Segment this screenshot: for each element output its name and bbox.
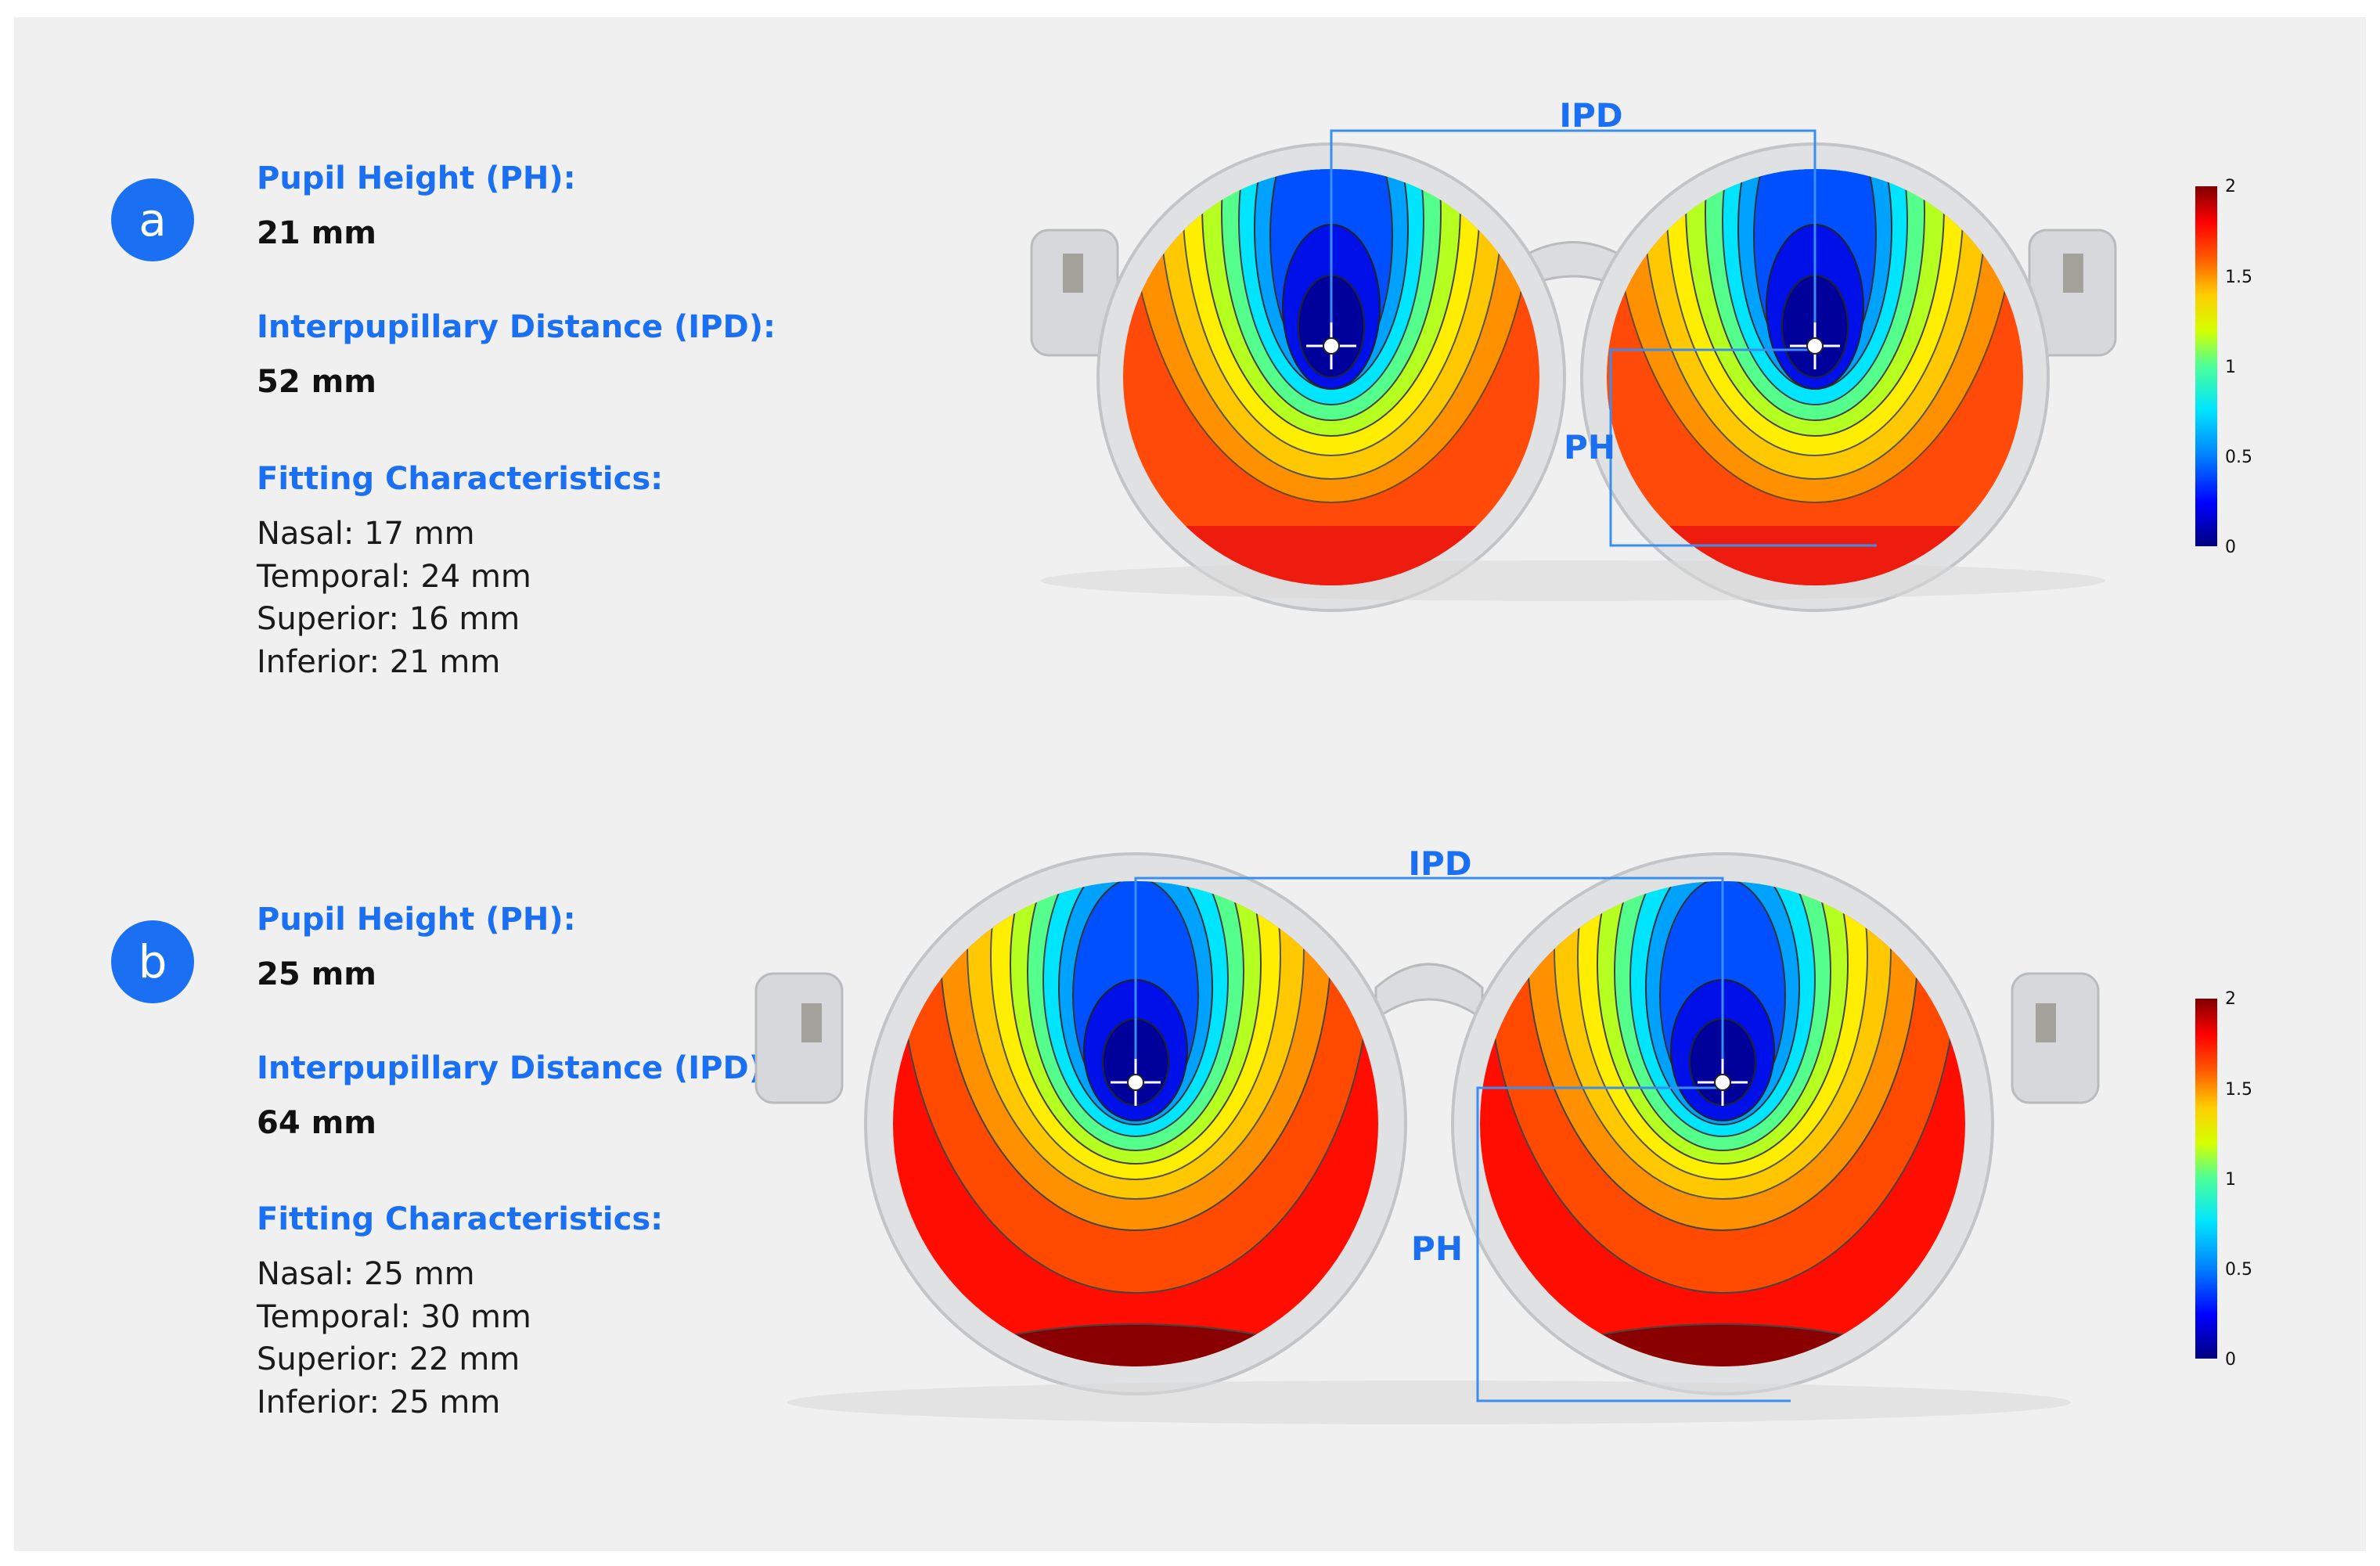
panel-b: b Pupil Height (PH): 25 mm Interpupillar… [14, 761, 2366, 1512]
panel-badge-a: a [111, 178, 194, 261]
ipd-label: Interpupillary Distance (IPD): [257, 309, 776, 345]
fitting-superior: Superior: 22 mm [257, 1341, 520, 1377]
ipd-value: 52 mm [257, 364, 376, 400]
colorbar-tick-1-5: 1.5 [2225, 1080, 2252, 1100]
fitting-nasal: Nasal: 25 mm [257, 1256, 475, 1292]
fitting-inferior: Inferior: 25 mm [257, 1384, 501, 1420]
fitting-temporal: Temporal: 30 mm [257, 1299, 531, 1335]
colorbar-tick-0-5: 0.5 [2225, 448, 2252, 467]
colorbar-tick-0-5: 0.5 [2225, 1260, 2252, 1280]
pupil-marker-right [1790, 322, 1840, 369]
ph-diagram-label: PH [1411, 1229, 1463, 1268]
fitting-nasal: Nasal: 17 mm [257, 516, 475, 552]
panel-a: a Pupil Height (PH): 21 mm Interpupillar… [14, 17, 2366, 769]
glasses-diagram-a: IPD PH [1030, 96, 2117, 612]
fitting-superior: Superior: 16 mm [257, 601, 520, 637]
fitting-label: Fitting Characteristics: [257, 1201, 664, 1237]
fitting-temporal: Temporal: 24 mm [257, 559, 531, 595]
pupil-height-value: 21 mm [257, 215, 376, 251]
pupil-height-value: 25 mm [257, 956, 376, 992]
figure-canvas: a Pupil Height (PH): 21 mm Interpupillar… [14, 17, 2366, 1551]
glasses-diagram-b: IPD PH [754, 844, 2100, 1424]
pupil-marker-right [1698, 1059, 1748, 1106]
measurement-lines-b [1134, 877, 1791, 1402]
colorbar-tick-1: 1 [2225, 358, 2236, 377]
ipd-label: Interpupillary Distance (IPD): [257, 1050, 776, 1086]
colorbar-tick-0: 0 [2225, 1350, 2236, 1370]
colorbar-tick-1-5: 1.5 [2225, 268, 2252, 287]
colorbar-a [2195, 186, 2217, 546]
colorbar-tick-2: 2 [2225, 177, 2236, 196]
colorbar-tick-2: 2 [2225, 989, 2236, 1009]
colorbar-b [2195, 999, 2217, 1359]
colorbar-tick-0: 0 [2225, 538, 2236, 557]
ipd-value: 64 mm [257, 1105, 376, 1141]
ipd-diagram-label: IPD [1408, 844, 1471, 883]
panel-badge-b: b [111, 920, 194, 1003]
colorbar-tick-1: 1 [2225, 1170, 2236, 1190]
pupil-height-label: Pupil Height (PH): [257, 902, 576, 938]
fitting-inferior: Inferior: 21 mm [257, 644, 501, 680]
pupil-height-label: Pupil Height (PH): [257, 160, 576, 196]
fitting-label: Fitting Characteristics: [257, 461, 664, 497]
pupil-marker-left [1306, 322, 1356, 369]
measurement-lines-a [1330, 129, 1877, 547]
pupil-marker-left [1111, 1059, 1161, 1106]
ipd-diagram-label: IPD [1559, 96, 1622, 135]
ph-diagram-label: PH [1564, 428, 1615, 466]
